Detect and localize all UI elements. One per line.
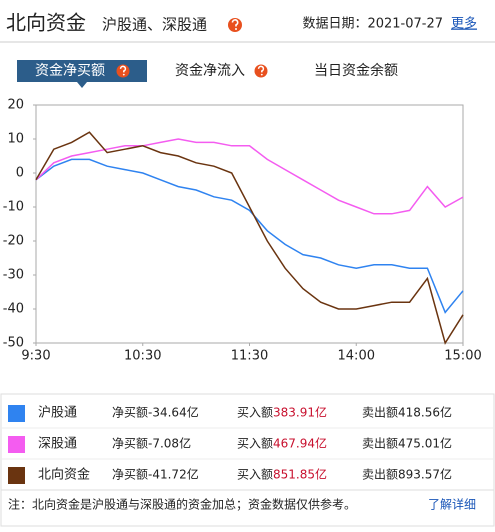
y-tick-label: -20 xyxy=(3,234,24,249)
series-line xyxy=(35,138,464,215)
y-tick-label: -30 xyxy=(3,268,24,283)
x-tick-label: 11:30 xyxy=(231,349,268,364)
y-tick-label: 0 xyxy=(16,166,24,181)
y-tick-label: -50 xyxy=(3,336,24,351)
summary-value: -34.64亿 xyxy=(148,405,199,420)
footer-link[interactable]: 了解详细 xyxy=(428,497,476,512)
summary-value: 418.56亿 xyxy=(398,405,452,420)
summary-label: 卖出额 xyxy=(362,437,398,451)
summary-value: -41.72亿 xyxy=(148,467,199,482)
y-tick-label: 20 xyxy=(7,98,24,113)
help-icon[interactable] xyxy=(228,18,242,32)
summary-label: 净买额 xyxy=(112,468,148,482)
help-icon[interactable] xyxy=(116,64,130,78)
date: 数据日期：2021-07-27 xyxy=(302,17,443,32)
x-tick-label: 9:30 xyxy=(21,349,50,364)
summary-label: 净买额 xyxy=(112,406,148,420)
legend-label: 沪股通 xyxy=(38,405,77,421)
footer-note: 注：北向资金是沪股通与深股通的资金加总；资金数据仅供参考。 xyxy=(8,497,356,512)
summary-label: 买入额 xyxy=(237,406,273,420)
summary-value: 475.01亿 xyxy=(398,436,452,451)
summary-label: 买入额 xyxy=(237,437,273,451)
series-line xyxy=(35,131,464,345)
series-line xyxy=(35,158,464,314)
plot-frame xyxy=(35,104,464,344)
legend-label: 深股通 xyxy=(38,437,77,452)
subtitle: 沪股通、深股通 xyxy=(102,16,207,34)
help-icon[interactable] xyxy=(254,64,268,78)
legend-label: 北向资金 xyxy=(38,467,90,483)
summary-label: 卖出额 xyxy=(362,406,398,420)
summary-label: 净买额 xyxy=(112,437,148,451)
title: 北向资金 xyxy=(6,11,86,35)
x-tick-label: 15:00 xyxy=(444,349,481,364)
x-tick-label: 14:00 xyxy=(338,349,375,364)
tab-pointer xyxy=(77,82,87,88)
summary-label: 买入额 xyxy=(237,468,273,482)
tab[interactable]: 资金净买额 xyxy=(35,63,105,79)
summary-value: 383.91亿 xyxy=(273,405,327,420)
summary-value: 851.85亿 xyxy=(273,467,327,482)
summary-box xyxy=(0,393,495,527)
summary-value: -7.08亿 xyxy=(148,436,191,451)
summary-value: 893.57亿 xyxy=(398,467,452,482)
tab-active[interactable] xyxy=(17,60,147,82)
tab[interactable]: 当日资金余额 xyxy=(314,62,398,79)
x-tick-label: 10:30 xyxy=(124,349,161,364)
y-tick-label: -10 xyxy=(3,200,24,215)
y-tick-label: -40 xyxy=(3,302,24,317)
legend-swatch xyxy=(8,467,25,484)
summary-label: 卖出额 xyxy=(362,468,398,482)
summary-value: 467.94亿 xyxy=(273,436,327,451)
legend-swatch xyxy=(8,405,25,422)
y-tick-label: 10 xyxy=(7,132,24,147)
tab[interactable]: 资金净流入 xyxy=(175,63,245,79)
more-link[interactable]: 更多 xyxy=(451,16,477,32)
legend-swatch xyxy=(8,436,25,453)
